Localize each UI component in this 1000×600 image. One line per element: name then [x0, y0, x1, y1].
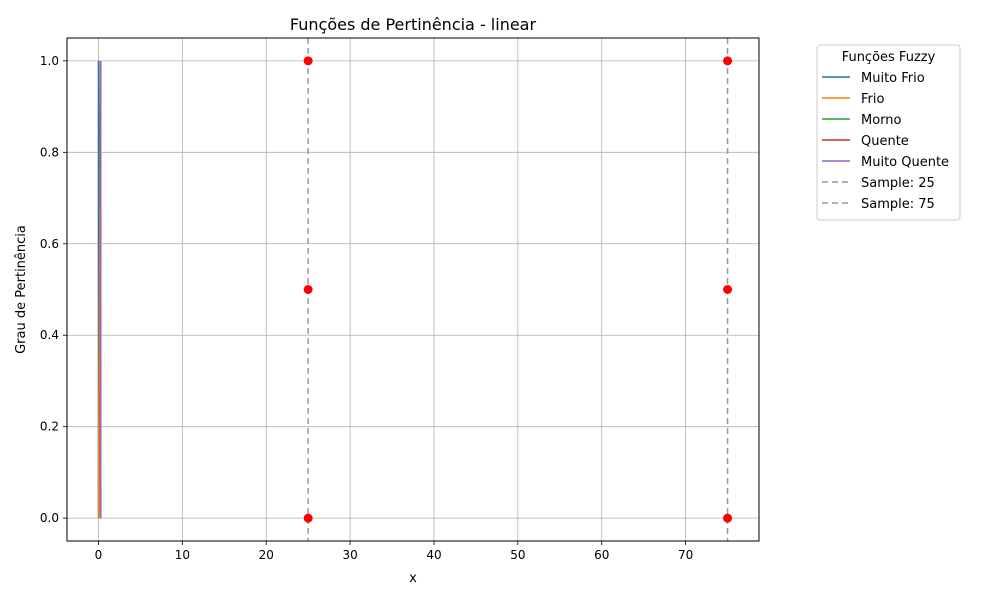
y-tick-label: 0.0	[40, 511, 59, 525]
y-tick-label: 0.4	[40, 328, 59, 342]
grid	[67, 38, 759, 541]
y-axis-label: Grau de Pertinência	[14, 225, 29, 354]
marker-point	[303, 56, 313, 66]
y-tick-label: 0.8	[40, 145, 59, 159]
x-tick-label: 50	[510, 548, 525, 562]
x-tick-label: 40	[426, 548, 441, 562]
legend-label: Muito Frio	[861, 71, 925, 86]
x-tick-label: 70	[678, 548, 693, 562]
legend-label: Frio	[861, 92, 884, 107]
marker-point	[723, 513, 733, 523]
legend: Funções Fuzzy Muito FrioFrioMornoQuenteM…	[816, 44, 961, 221]
marker-point	[303, 285, 313, 294]
chart-title: Funções de Pertinência - linear	[290, 15, 537, 34]
legend-items: Muito Frio Frio Morno Quente Muito Quente Sam…	[822, 71, 949, 212]
y-tick-label: 1.0	[40, 54, 59, 68]
x-tick-label: 60	[594, 548, 609, 562]
legend-label: Muito Quente	[861, 155, 949, 170]
legend-label: Sample: 25	[861, 176, 935, 191]
x-tick-label: 0	[95, 548, 103, 562]
marker-points	[303, 56, 733, 523]
y-tick-label: 0.2	[40, 420, 59, 434]
legend-title: Funções Fuzzy	[842, 50, 936, 65]
y-ticks: 0.0 0.2 0.4 0.6 0.8 1.0	[40, 54, 67, 525]
x-tick-label: 10	[175, 548, 190, 562]
legend-label: Morno	[861, 113, 902, 128]
legend-label: Sample: 75	[861, 197, 935, 212]
marker-point	[723, 285, 733, 294]
plot-frame	[66, 37, 760, 542]
x-tick-label: 20	[259, 548, 274, 562]
x-axis-label: x	[409, 571, 417, 586]
x-tick-label: 30	[342, 548, 357, 562]
marker-point	[303, 513, 313, 523]
legend-label: Quente	[861, 134, 909, 149]
series-lines	[97, 60, 102, 519]
x-ticks: 0 10 20 30 40 50 60 70	[95, 541, 693, 562]
marker-point	[723, 56, 733, 66]
legend-box	[816, 44, 961, 221]
y-tick-label: 0.6	[40, 237, 59, 251]
